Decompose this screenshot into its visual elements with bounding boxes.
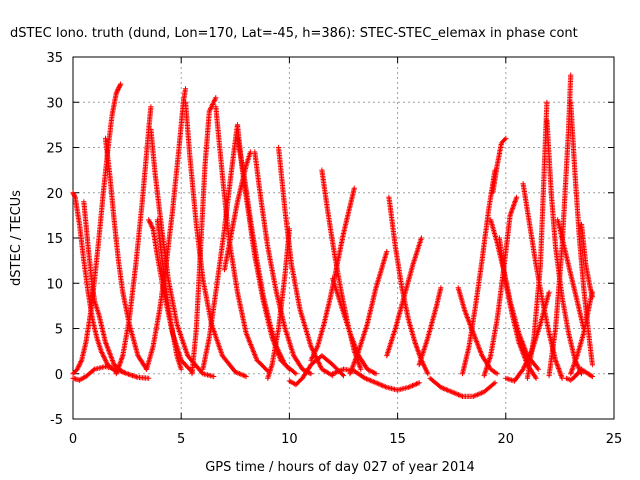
series-track [427,375,498,399]
x-tick-label: 15 [389,432,406,447]
plus-markers [568,289,595,377]
series-track [563,366,595,383]
y-tick-label: 5 [55,323,63,338]
plus-markers [427,375,498,399]
y-tick-label: 15 [46,232,63,247]
series-track [154,217,184,372]
series-track [189,95,219,377]
plus-markers [555,217,587,332]
plus-markers [330,366,422,393]
plus-markers [189,95,219,377]
series-track [81,199,126,375]
series-track [578,221,595,300]
x-tick-label: 0 [69,432,77,447]
plus-markers [234,122,292,372]
data-series [70,72,595,399]
x-axis: 0 5 10 15 20 25 [69,57,622,447]
series-track [276,144,336,379]
series-track [459,167,498,377]
y-axis-label: dSTEC / TECUs [9,190,24,286]
y-tick-label: 35 [46,51,63,66]
plus-markers [113,104,154,377]
x-tick-label: 5 [177,432,185,447]
series-track [568,289,595,377]
series-track [347,249,390,377]
series-track [330,276,379,377]
x-axis-label: GPS time / hours of day 027 of year 2014 [205,460,475,475]
series-track [200,122,241,372]
plus-markers [563,366,595,383]
plus-markers [578,221,595,300]
series-track [416,285,444,368]
plus-markers [330,276,379,377]
plus-markers [70,190,119,375]
plus-markers [265,226,292,381]
plus-markers [416,285,444,368]
series-track [555,217,587,332]
y-axis: -5 0 5 10 15 20 25 30 35 [46,51,614,428]
series-track [234,122,292,372]
plus-markers [568,99,595,368]
plus-markers [234,135,299,377]
series-track [520,181,565,381]
y-tick-label: 30 [46,96,63,111]
y-tick-label: -5 [50,413,63,428]
series-track [213,104,271,374]
series-track [265,226,292,381]
x-tick-label: 25 [606,432,623,447]
plus-markers [347,249,390,377]
plus-markers [384,235,424,359]
series-track [70,190,119,375]
plus-markers [276,144,336,379]
y-tick-label: 25 [46,142,63,157]
series-track [330,366,422,393]
series-track [490,135,509,196]
x-tick-label: 20 [498,432,515,447]
x-tick-label: 10 [281,432,298,447]
series-track [568,99,595,368]
series-track [384,235,424,359]
series-track [113,104,154,377]
y-tick-label: 10 [46,277,63,292]
plus-markers [81,199,126,375]
plus-markers [490,135,509,196]
series-track [252,149,314,377]
plus-markers [213,104,271,374]
plus-markers [459,167,498,377]
chart-title: dSTEC Iono. truth (dund, Lon=170, Lat=-4… [10,26,578,41]
plus-markers [148,126,217,380]
series-track [319,167,364,372]
series-track [148,126,217,380]
plus-markers [319,167,364,372]
series-track [544,117,585,377]
plus-markers [520,181,565,381]
series-track [234,135,299,377]
y-tick-label: 20 [46,187,63,202]
plus-markers [200,122,241,372]
plus-markers [544,117,585,377]
plus-markers [252,149,314,377]
y-tick-label: 0 [55,368,63,383]
plus-markers [154,217,184,372]
